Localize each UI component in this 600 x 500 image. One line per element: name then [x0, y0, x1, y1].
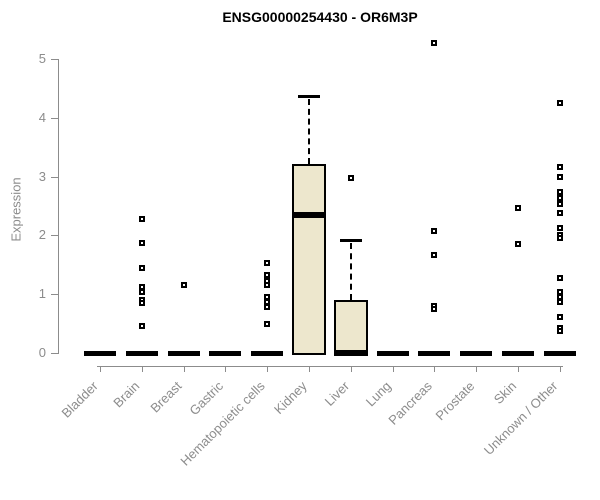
outlier-point [264, 321, 271, 328]
y-axis-line [58, 59, 59, 354]
x-axis-tick-label-unknown-other: Unknown / Other [481, 378, 561, 458]
outlier-point [556, 288, 563, 295]
flat-box-unknown-other [543, 351, 576, 356]
flat-box-prostate [460, 351, 493, 356]
outlier-point [556, 164, 563, 171]
whisker-line [308, 99, 310, 165]
outlier-point [347, 174, 354, 181]
x-axis-tick [559, 366, 561, 372]
outlier-point [431, 228, 438, 235]
outlier-point [556, 194, 563, 201]
median-line [292, 211, 326, 218]
outlier-point [138, 288, 145, 295]
y-axis-tick-label: 3 [38, 168, 46, 184]
outlier-point [264, 271, 271, 278]
x-axis-tick [225, 366, 227, 372]
box-kidney [292, 164, 326, 355]
outlier-point [556, 188, 563, 195]
outlier-point [180, 282, 187, 289]
y-axis-tick-label: 2 [38, 227, 46, 243]
y-axis-tick-label: 4 [38, 109, 46, 125]
outlier-point [515, 204, 521, 211]
y-axis-tick [51, 117, 58, 119]
x-axis-tick [434, 366, 436, 372]
y-axis-tick [51, 59, 58, 60]
y-axis-tick [51, 353, 58, 354]
outlier-point [556, 235, 563, 242]
outlier-point [138, 215, 145, 222]
chart-title: ENSG00000254430 - OR6M3P [222, 9, 418, 25]
flat-box-breast [167, 351, 200, 356]
flat-box-gastric [209, 351, 242, 356]
outlier-point [556, 100, 563, 107]
outlier-point [431, 306, 438, 313]
flat-box-bladder [84, 351, 116, 356]
outlier-point [264, 298, 271, 305]
x-axis-tick [309, 366, 310, 372]
outlier-point [515, 241, 521, 248]
x-axis-tick [267, 366, 269, 372]
flat-box-pancreas [418, 351, 451, 356]
outlier-point [138, 300, 145, 307]
x-axis-tick [141, 366, 143, 372]
y-axis-tick-label: 0 [38, 345, 46, 360]
outlier-point [556, 275, 563, 282]
outlier-point [431, 40, 438, 47]
x-axis-tick-label-prostate: Prostate [432, 378, 478, 424]
x-axis-line [97, 366, 563, 367]
x-axis-tick-label-brain: Brain [110, 378, 143, 411]
x-axis-tick [392, 366, 394, 372]
x-axis-tick-label-lung: Lung [362, 378, 394, 410]
x-axis-tick [100, 366, 101, 372]
y-axis-tick [51, 176, 58, 178]
x-axis-tick-label-liver: Liver [321, 378, 352, 409]
outlier-point [138, 264, 145, 271]
x-axis-tick-label-bladder: Bladder [58, 378, 101, 421]
outlier-point [556, 314, 563, 321]
x-axis-tick-label-breast: Breast [147, 378, 185, 416]
x-axis-tick-label-kidney: Kidney [271, 378, 310, 418]
x-axis-tick [476, 366, 478, 372]
outlier-point [138, 322, 145, 329]
x-axis-tick [518, 366, 519, 372]
flat-box-hematopoietic-cells [251, 351, 284, 356]
x-axis-tick-label-skin: Skin [490, 378, 519, 407]
outlier-point [556, 328, 563, 335]
outlier-point [264, 304, 271, 311]
outlier-point [264, 260, 271, 267]
y-axis-tick [51, 294, 58, 296]
median-line [333, 350, 368, 356]
whisker-line [349, 242, 352, 301]
x-axis-tick-label-pancreas: Pancreas [385, 378, 436, 428]
outlier-point [138, 240, 145, 247]
y-axis-tick-label: 1 [38, 286, 46, 302]
outlier-point [556, 298, 563, 305]
flat-box-brain [125, 351, 158, 356]
whisker-cap [298, 95, 320, 99]
x-axis-tick [350, 366, 352, 372]
flat-box-lung [376, 351, 409, 356]
outlier-point [556, 210, 563, 217]
outlier-point [431, 252, 438, 259]
y-axis-tick-label: 5 [38, 51, 46, 66]
box-liver [333, 300, 368, 355]
y-axis-tick [51, 235, 58, 237]
outlier-point [556, 224, 563, 231]
outlier-point [556, 201, 563, 208]
flat-box-skin [502, 351, 534, 356]
x-axis-tick [183, 366, 185, 372]
outlier-point [264, 282, 271, 289]
whisker-cap [339, 238, 362, 242]
outlier-point [556, 174, 563, 181]
